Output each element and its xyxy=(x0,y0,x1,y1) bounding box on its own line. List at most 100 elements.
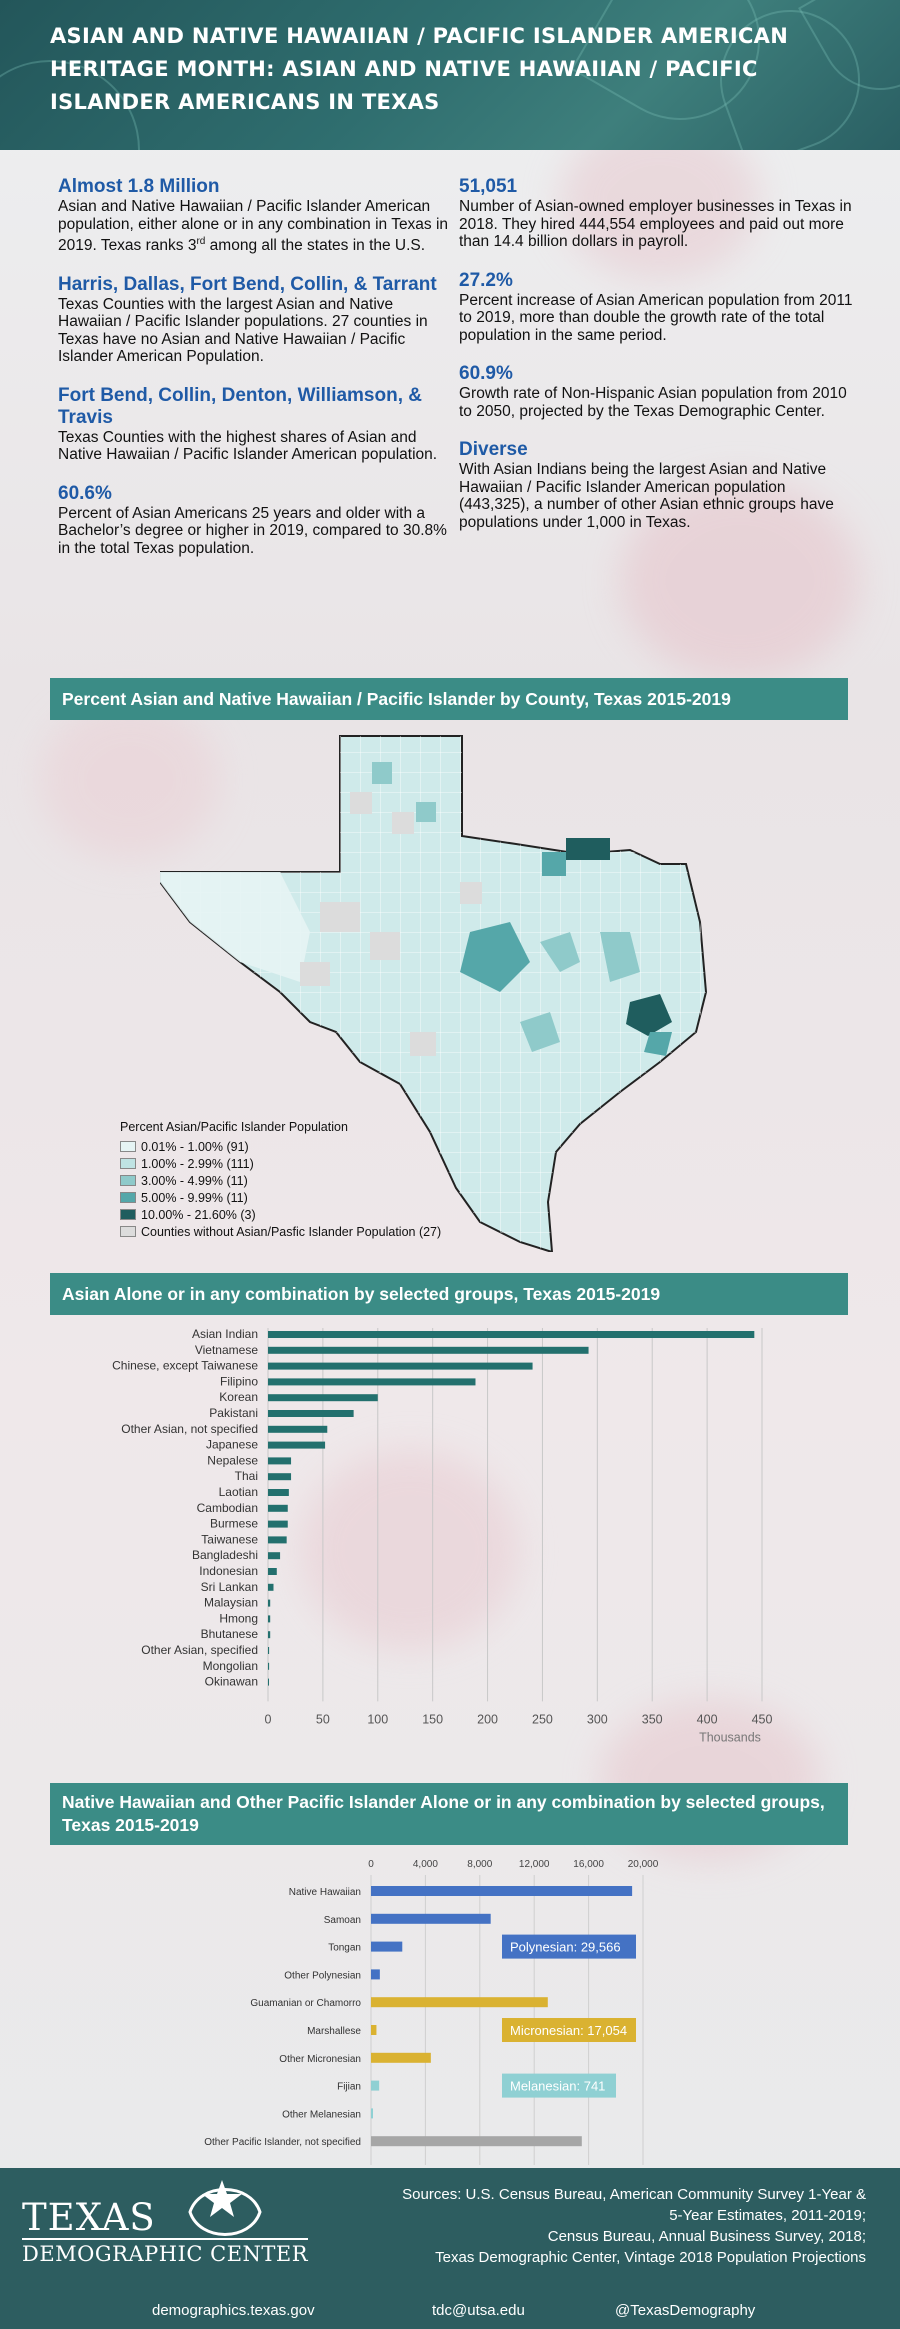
category-label: Other Pacific Islander, not specified xyxy=(204,2137,361,2148)
bar xyxy=(268,1331,755,1338)
category-label: Bangladeshi xyxy=(192,1548,258,1562)
bar xyxy=(268,1425,328,1433)
social-link[interactable]: @TexasDemography xyxy=(615,2302,756,2319)
facts-right-column: 51,051 Number of Asian-owned employer bu… xyxy=(459,176,854,550)
category-label: Bhutanese xyxy=(201,1627,259,1641)
fact-text: Number of Asian-owned employer businesse… xyxy=(459,198,852,250)
bar xyxy=(268,1378,476,1386)
fact-text: Percent of Asian Americans 25 years and … xyxy=(58,504,447,557)
category-label: Tongan xyxy=(328,1943,361,1954)
fact-text: Texas Counties with the highest shares o… xyxy=(58,428,438,464)
bar xyxy=(371,1913,491,1924)
x-tick-label: 0 xyxy=(265,1712,272,1726)
fact-title: 60.6% xyxy=(58,482,112,504)
blossom-decoration xyxy=(300,1450,520,1650)
category-label: Marshallese xyxy=(307,2026,361,2037)
x-tick-label: 50 xyxy=(316,1712,330,1726)
texas-star-logo-icon xyxy=(188,2180,262,2236)
header-banner: ASIAN AND NATIVE HAWAIIAN / PACIFIC ISLA… xyxy=(0,0,900,150)
category-label: Other Polynesian xyxy=(284,1970,361,1981)
bar xyxy=(268,1394,378,1402)
bar xyxy=(268,1599,271,1607)
fact-text: Asian and Native Hawaiian / Pacific Isla… xyxy=(58,198,449,255)
page-title: ASIAN AND NATIVE HAWAIIAN / PACIFIC ISLA… xyxy=(50,24,789,114)
x-tick-label: 200 xyxy=(477,1712,498,1726)
x-tick-label: 20,000 xyxy=(628,1859,659,1870)
category-label: Malaysian xyxy=(204,1596,258,1610)
category-label: Taiwanese xyxy=(201,1532,258,1546)
legend-item: 3.00% - 4.99% (11) xyxy=(120,1172,441,1189)
category-label: Other Melanesian xyxy=(282,2109,361,2120)
x-axis-label: Thousands xyxy=(699,1730,761,1744)
x-tick-label: 150 xyxy=(422,1712,443,1726)
fact-text: Growth rate of Non-Hispanic Asian popula… xyxy=(459,385,847,420)
legend-item: 5.00% - 9.99% (11) xyxy=(120,1189,441,1206)
bar xyxy=(268,1662,270,1670)
x-tick-label: 4,000 xyxy=(413,1859,438,1870)
bar xyxy=(268,1568,277,1575)
bar xyxy=(371,2136,582,2147)
fact-highest-share-counties: Fort Bend, Collin, Denton, Williamson, &… xyxy=(58,385,458,464)
bar xyxy=(371,1941,403,1952)
category-label: Cambodian xyxy=(197,1501,258,1515)
x-tick-label: 400 xyxy=(697,1712,718,1726)
category-label: Hmong xyxy=(219,1611,258,1625)
category-label: Other Asian, not specified xyxy=(121,1422,258,1436)
category-label: Filipino xyxy=(220,1374,258,1388)
bar xyxy=(268,1536,287,1544)
bar xyxy=(268,1520,288,1528)
x-tick-label: 250 xyxy=(532,1712,553,1726)
texas-county-map xyxy=(159,732,780,1254)
category-label: Sri Lankan xyxy=(201,1580,258,1594)
category-label: Indonesian xyxy=(199,1564,258,1578)
category-label: Pakistani xyxy=(209,1406,258,1420)
x-tick-label: 300 xyxy=(587,1712,608,1726)
fact-text: Percent increase of Asian American popul… xyxy=(459,291,853,344)
x-tick-label: 12,000 xyxy=(519,1859,550,1870)
category-label: Laotian xyxy=(219,1485,258,1499)
category-label: Okinawan xyxy=(205,1675,258,1689)
nhpi-groups-bar-chart: 0 4,000 8,000 12,000 16,000 20,000 Native Hawa… xyxy=(204,1859,659,2165)
bar xyxy=(268,1457,292,1465)
bar xyxy=(268,1504,288,1512)
nhpi-chart-title: Native Hawaiian and Other Pacific Island… xyxy=(50,1783,848,1845)
legend-item: 1.00% - 2.99% (111) xyxy=(120,1155,441,1172)
bar xyxy=(268,1631,271,1639)
legend-item: 10.00% - 21.60% (3) xyxy=(120,1206,441,1223)
footer: TEXAS DEMOGRAPHIC CENTER Sources: U.S. C… xyxy=(0,2168,900,2329)
category-label: Japanese xyxy=(206,1438,258,1452)
bar xyxy=(268,1615,271,1623)
category-label: Burmese xyxy=(210,1517,258,1531)
tdc-logo-subtitle: DEMOGRAPHIC CENTER xyxy=(22,2238,309,2266)
fact-largest-counties: Harris, Dallas, Fort Bend, Collin, & Tar… xyxy=(58,274,458,366)
category-label: Thai xyxy=(235,1469,258,1483)
map-section-title: Percent Asian and Native Hawaiian / Paci… xyxy=(50,678,848,720)
x-tick-label: 0 xyxy=(368,1859,374,1870)
category-label: Mongolian xyxy=(203,1659,258,1673)
website-link[interactable]: demographics.texas.gov xyxy=(152,2302,315,2319)
category-label: Chinese, except Taiwanese xyxy=(112,1359,258,1373)
bar xyxy=(268,1489,289,1496)
bar xyxy=(371,2108,373,2119)
sources: Sources: U.S. Census Bureau, American Co… xyxy=(402,2186,866,2266)
category-label: Nepalese xyxy=(207,1453,258,1467)
legend-item: Counties without Asian/Pasfic Islander P… xyxy=(120,1223,441,1240)
fact-title: Fort Bend, Collin, Denton, Williamson, &… xyxy=(58,384,422,428)
blossom-decoration xyxy=(620,480,860,680)
category-label: Native Hawaiian xyxy=(289,1887,361,1898)
bar xyxy=(268,1647,270,1654)
category-label: Samoan xyxy=(324,1915,361,1926)
email-link[interactable]: tdc@utsa.edu xyxy=(432,2302,525,2319)
group-total-annotation: Polynesian: 29,566 xyxy=(502,1934,636,1959)
fact-text: Texas Counties with the largest Asian an… xyxy=(58,295,428,366)
bar xyxy=(268,1583,274,1591)
fact-title: 60.9% xyxy=(459,363,513,384)
fact-projection: 60.9% Growth rate of Non-Hispanic Asian … xyxy=(459,363,854,420)
bar xyxy=(371,1997,548,2008)
category-label: Other Micronesian xyxy=(279,2054,361,2065)
bar xyxy=(268,1552,281,1560)
fact-population: Almost 1.8 Million Asian and Native Hawa… xyxy=(58,176,458,255)
bar xyxy=(371,2052,431,2063)
x-tick-label: 350 xyxy=(642,1712,663,1726)
svg-text:Melanesian: 741: Melanesian: 741 xyxy=(510,2079,605,2094)
